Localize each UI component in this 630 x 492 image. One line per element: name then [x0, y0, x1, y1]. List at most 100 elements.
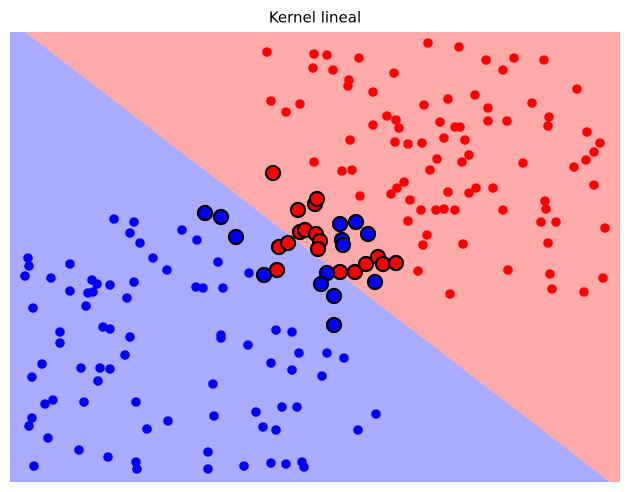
point: [413, 266, 423, 276]
point: [216, 333, 226, 343]
support-vector: [212, 208, 230, 226]
point: [389, 68, 399, 78]
point: [322, 50, 332, 60]
point: [460, 135, 470, 145]
point: [422, 230, 432, 240]
point: [109, 214, 119, 224]
point: [540, 196, 550, 206]
support-vector: [387, 254, 405, 272]
point: [55, 338, 65, 348]
point: [445, 289, 455, 299]
point: [23, 253, 33, 263]
point: [131, 457, 141, 467]
point: [481, 55, 491, 65]
point: [46, 273, 56, 283]
point: [343, 81, 353, 91]
support-vector: [359, 225, 377, 243]
point: [371, 409, 381, 419]
point: [105, 280, 115, 290]
point: [132, 464, 142, 474]
point: [209, 411, 219, 421]
point: [295, 99, 305, 109]
support-vector: [334, 236, 352, 254]
point: [281, 459, 291, 469]
point: [403, 216, 413, 226]
point: [79, 397, 89, 407]
point: [545, 269, 555, 279]
point: [258, 422, 268, 432]
point: [213, 257, 223, 267]
point: [203, 447, 213, 457]
point: [337, 166, 347, 176]
point: [391, 115, 401, 125]
point: [464, 150, 474, 160]
support-vector: [312, 275, 330, 293]
point: [251, 407, 261, 417]
support-vector: [347, 213, 365, 231]
point: [443, 187, 453, 197]
point: [458, 239, 468, 249]
point: [24, 261, 34, 271]
point: [55, 327, 65, 337]
point: [600, 223, 610, 233]
point: [135, 238, 145, 248]
point: [509, 53, 519, 63]
point: [105, 324, 115, 334]
point: [129, 277, 139, 287]
point: [418, 240, 428, 250]
point: [394, 123, 404, 133]
point: [266, 458, 276, 468]
point: [435, 117, 445, 127]
point: [443, 94, 453, 104]
point: [218, 283, 228, 293]
point: [148, 253, 158, 263]
region-positive: [25, 32, 620, 482]
point: [483, 103, 493, 113]
point: [322, 348, 332, 358]
support-vector: [289, 201, 307, 219]
point: [191, 282, 201, 292]
point: [299, 462, 309, 472]
point: [271, 325, 281, 335]
point: [243, 340, 253, 350]
point: [162, 265, 172, 275]
support-vector: [255, 266, 273, 284]
point: [76, 363, 86, 373]
support-vector: [331, 215, 349, 233]
point: [471, 183, 481, 193]
point: [203, 464, 213, 474]
point: [431, 205, 441, 215]
support-vector: [357, 255, 375, 273]
point: [239, 461, 249, 471]
point: [547, 284, 557, 294]
point: [536, 217, 546, 227]
point: [569, 162, 579, 172]
point: [95, 363, 105, 373]
point: [142, 424, 152, 434]
point: [464, 188, 474, 198]
point: [581, 155, 591, 165]
point: [582, 127, 592, 137]
point: [483, 116, 493, 126]
point: [541, 204, 551, 214]
point: [317, 371, 327, 381]
point: [103, 452, 113, 462]
point: [416, 205, 426, 215]
point: [125, 228, 135, 238]
point: [423, 38, 433, 48]
point: [277, 402, 287, 412]
support-vector: [374, 255, 392, 273]
point: [439, 204, 449, 214]
point: [579, 287, 589, 297]
point: [354, 53, 364, 63]
point: [271, 425, 281, 435]
point: [24, 421, 34, 431]
support-vector: [346, 263, 364, 281]
point: [347, 165, 357, 175]
support-vector: [264, 164, 282, 182]
point: [48, 395, 58, 405]
chart-title: Kernel lineal: [269, 9, 361, 27]
point: [163, 416, 173, 426]
